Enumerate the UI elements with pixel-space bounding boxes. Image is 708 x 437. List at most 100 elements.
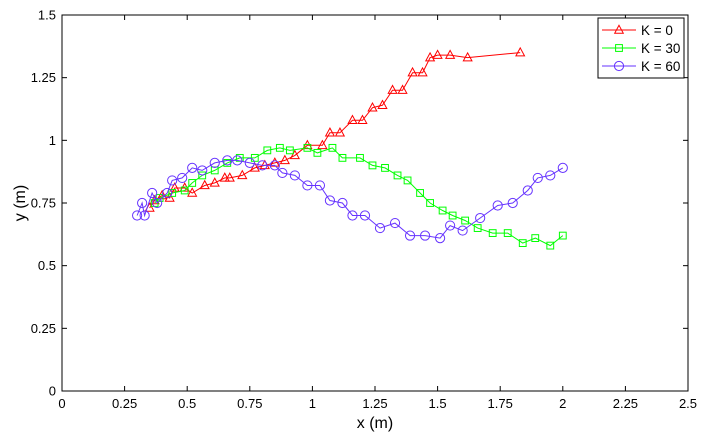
- data-point: [187, 162, 198, 174]
- legend: K = 0 K = 30 K = 60: [597, 17, 685, 79]
- series-3: [132, 155, 568, 244]
- data-point: [317, 139, 328, 150]
- data-point: [275, 143, 284, 152]
- data-point: [338, 153, 347, 162]
- x-axis-label: x (m): [357, 415, 393, 432]
- data-point: [347, 114, 358, 125]
- legend-marker: [613, 60, 625, 72]
- data-point: [263, 146, 272, 155]
- data-point: [188, 179, 197, 187]
- x-tick-label: 0: [58, 396, 65, 411]
- x-tick-label: 0.25: [112, 396, 137, 411]
- data-point: [289, 149, 301, 160]
- legend-label: K = 0: [641, 23, 673, 38]
- legend-item: K = 30: [602, 41, 680, 56]
- data-point: [147, 187, 158, 199]
- series-1: [144, 46, 526, 212]
- data-point: [438, 206, 447, 215]
- data-point: [381, 164, 389, 172]
- data-point: [461, 216, 470, 225]
- data-point: [257, 160, 268, 171]
- data-point: [389, 217, 401, 229]
- y-tick-label: 1.5: [38, 8, 56, 23]
- data-point: [132, 210, 143, 221]
- data-point: [269, 160, 280, 171]
- series-layer: [132, 46, 568, 250]
- data-point: [492, 200, 503, 211]
- data-point: [407, 66, 418, 77]
- data-point: [473, 224, 482, 232]
- data-point: [448, 211, 457, 220]
- data-point: [180, 186, 189, 195]
- x-tick-label: 0.5: [178, 396, 196, 411]
- data-point: [167, 175, 178, 186]
- x-tick-label: 2.25: [613, 396, 638, 411]
- data-point: [313, 148, 322, 157]
- data-point: [277, 167, 288, 179]
- data-point: [507, 197, 518, 209]
- data-point: [424, 51, 436, 62]
- data-point: [197, 165, 208, 176]
- y-axis-label: y (m): [12, 185, 29, 221]
- data-point: [324, 127, 336, 137]
- data-point: [199, 179, 210, 190]
- legend-label: K = 60: [641, 59, 680, 74]
- data-point: [488, 229, 497, 237]
- data-point: [250, 153, 259, 162]
- data-point: [404, 230, 416, 241]
- data-point: [285, 146, 294, 155]
- x-tick-label: 2: [559, 396, 566, 411]
- data-point: [503, 229, 512, 237]
- data-point: [387, 84, 398, 94]
- data-point: [324, 195, 336, 206]
- data-point: [249, 162, 260, 172]
- y-tick-label: 1.25: [31, 70, 56, 85]
- data-point: [347, 210, 358, 221]
- data-point: [232, 155, 243, 166]
- data-point: [432, 49, 443, 59]
- data-point: [209, 177, 220, 187]
- data-point: [279, 154, 290, 165]
- axes-layer: 0 0.25 0.5 0.75 1 1.25 1.5 1.75 2 2.25 2.5 0 0.25 0.5…: [31, 8, 697, 412]
- data-point: [152, 197, 163, 209]
- data-point: [328, 143, 337, 152]
- legend-label: K = 30: [641, 41, 680, 56]
- x-tick-label: 1.75: [488, 396, 513, 411]
- data-point: [169, 182, 180, 192]
- data-point: [356, 153, 364, 162]
- legend-item: K = 60: [602, 59, 680, 74]
- data-point: [237, 169, 248, 180]
- data-point: [219, 172, 230, 182]
- data-point: [557, 162, 568, 174]
- data-point: [222, 155, 233, 166]
- data-point: [532, 172, 543, 184]
- data-point: [162, 187, 173, 199]
- series-line: [136, 159, 564, 239]
- data-point: [374, 222, 386, 234]
- data-point: [444, 49, 456, 59]
- data-point: [357, 114, 368, 125]
- y-tick-label: 0: [49, 384, 56, 399]
- data-point: [139, 210, 150, 221]
- data-point: [546, 241, 555, 250]
- x-tick-label: 1.5: [429, 396, 447, 411]
- data-point: [168, 189, 177, 197]
- data-point: [302, 180, 313, 191]
- x-tick-label: 2.5: [679, 396, 697, 411]
- data-point: [244, 157, 255, 168]
- data-point: [419, 230, 431, 241]
- data-point: [397, 84, 408, 94]
- plot-area: [62, 15, 688, 391]
- data-point: [367, 101, 378, 112]
- data-point: [393, 171, 402, 180]
- data-point: [198, 171, 207, 180]
- data-point: [445, 220, 456, 231]
- y-tick-label: 1: [49, 133, 56, 148]
- data-point: [426, 199, 434, 207]
- data-point: [558, 231, 567, 240]
- data-point: [150, 199, 159, 207]
- legend-marker: [613, 24, 625, 34]
- y-tick-label: 0.75: [31, 196, 56, 211]
- data-point: [137, 197, 148, 209]
